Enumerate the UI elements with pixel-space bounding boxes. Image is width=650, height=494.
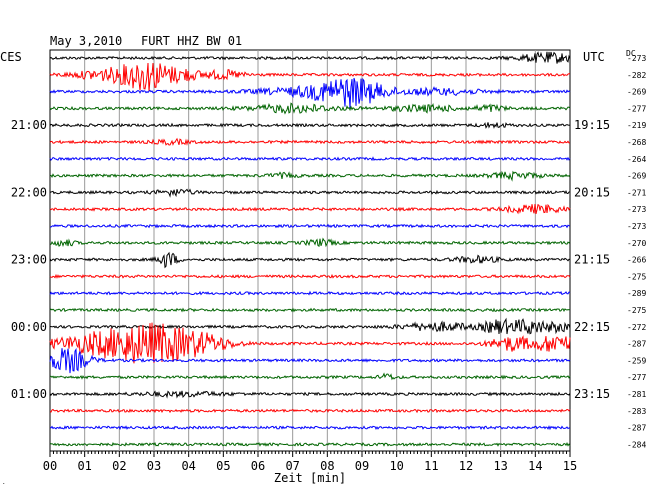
right-hour-label: 21:15 (574, 253, 610, 267)
left-hour-label: 00:00 (11, 320, 47, 334)
left-hour-label: 23:00 (11, 253, 47, 267)
dc-offset-label: -273 (627, 205, 646, 214)
dc-offset-label: -269 (627, 88, 646, 97)
seismic-trace (49, 203, 571, 215)
dc-offset-label: -277 (627, 373, 646, 382)
x-axis-label: Zeit [min] (274, 471, 346, 485)
seismic-trace (49, 62, 571, 92)
seismic-trace (49, 317, 571, 335)
dc-offset-label: -259 (627, 356, 646, 365)
seismic-trace (49, 408, 571, 414)
dc-offset-label: -272 (627, 323, 646, 332)
x-tick-label: 01 (77, 459, 91, 473)
seismic-trace (49, 372, 571, 381)
seismic-trace (49, 156, 571, 162)
seismic-trace (49, 290, 571, 296)
dc-offset-label: -273 (627, 222, 646, 231)
dc-offset-label: -275 (627, 306, 646, 315)
dc-offset-label: -282 (627, 71, 646, 80)
seismic-trace (49, 441, 571, 447)
dc-offset-label: -270 (627, 239, 646, 248)
x-tick-label: 03 (147, 459, 161, 473)
x-tick-label: 06 (251, 459, 265, 473)
seismic-trace (49, 237, 571, 248)
seismic-trace (49, 102, 571, 115)
dc-offset-label: -281 (627, 390, 646, 399)
dc-offset-label: -287 (627, 340, 646, 349)
seismic-traces (49, 51, 571, 447)
x-axis: 00 01 02 03 04 05 06 07 08 09 10 11 12 13 14 15 (43, 451, 577, 473)
dc-column-label: DC (626, 49, 636, 58)
dc-offset-label: -271 (627, 188, 646, 197)
svg-text:.: . (2, 479, 6, 486)
dc-offset-label: -268 (627, 138, 646, 147)
seismic-trace (49, 425, 571, 431)
seismic-trace (49, 170, 571, 182)
seismic-trace (50, 223, 570, 229)
dc-offset-label: -283 (627, 407, 646, 416)
seismic-trace (49, 188, 571, 198)
dc-offset-label: -287 (627, 424, 646, 433)
right-hour-label: 20:15 (574, 185, 610, 199)
dc-offset-label: -264 (627, 155, 646, 164)
x-tick-label: 15 (563, 459, 577, 473)
dc-offset-labels: -273 -282 -269 -277 -219 -268 -264 -269 -271 -273… (627, 54, 646, 449)
x-tick-label: 13 (493, 459, 507, 473)
seismic-trace (49, 77, 571, 108)
station-title: FURT HHZ BW 01 (141, 34, 242, 48)
seismic-trace (49, 251, 571, 269)
hour-labels: 21:00 22:00 23:00 00:00 01:00 19:15 20:15 21:15… (11, 118, 610, 401)
dc-offset-label: -219 (627, 121, 646, 130)
x-tick-label: 05 (216, 459, 230, 473)
dc-offset-label: -273 (627, 54, 646, 63)
left-hour-label: 21:00 (11, 118, 47, 132)
right-hour-label: 19:15 (574, 118, 610, 132)
x-tick-label: 09 (355, 459, 369, 473)
right-hour-label: 23:15 (574, 387, 610, 401)
left-hour-label: 01:00 (11, 387, 47, 401)
dc-offset-label: -269 (627, 172, 646, 181)
date-title: May 3,2010 (50, 34, 122, 48)
seismic-trace (49, 322, 571, 364)
seismic-trace (49, 273, 571, 279)
right-timezone-label: UTC (583, 50, 605, 64)
x-tick-label: 00 (43, 459, 57, 473)
dc-offset-label: -266 (627, 256, 646, 265)
seismic-trace (49, 51, 571, 64)
time-grid (84, 50, 536, 451)
x-tick-label: 14 (528, 459, 542, 473)
x-tick-label: 04 (181, 459, 195, 473)
x-tick-label: 02 (112, 459, 126, 473)
dc-offset-label: -284 (627, 440, 646, 449)
left-hour-label: 22:00 (11, 185, 47, 199)
seismic-trace (49, 307, 571, 313)
right-hour-label: 22:15 (574, 320, 610, 334)
left-timezone-label: CES (0, 50, 22, 64)
dc-offset-label: -277 (627, 104, 646, 113)
x-tick-label: 07 (285, 459, 299, 473)
x-tick-label: 12 (459, 459, 473, 473)
x-tick-label: 10 (389, 459, 403, 473)
x-tick-label: 08 (320, 459, 334, 473)
plot-frame (49, 49, 571, 452)
seismic-trace (49, 122, 571, 129)
dc-offset-label: -275 (627, 272, 646, 281)
x-tick-label: 11 (424, 459, 438, 473)
seismic-trace (49, 137, 571, 146)
seismic-trace (49, 390, 571, 399)
dc-offset-label: -289 (627, 289, 646, 298)
seismic-trace (49, 347, 571, 374)
